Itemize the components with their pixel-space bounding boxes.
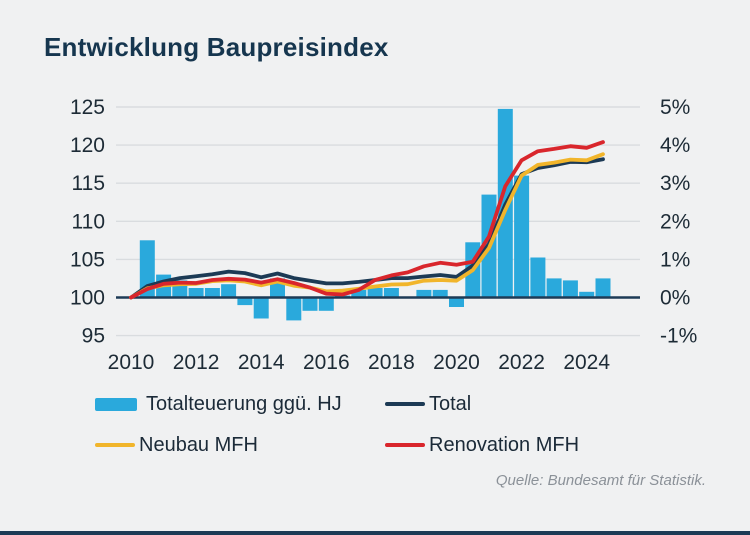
svg-text:2010: 2010 xyxy=(108,351,155,374)
legend-label: Neubau MFH xyxy=(139,433,258,456)
legend-label: Renovation MFH xyxy=(429,433,580,456)
svg-text:4%: 4% xyxy=(660,134,690,157)
line-swatch-icon xyxy=(385,443,425,447)
svg-text:5%: 5% xyxy=(660,96,690,119)
svg-text:115: 115 xyxy=(72,172,105,195)
svg-text:100: 100 xyxy=(70,287,105,310)
bottom-accent-bar xyxy=(0,531,750,535)
svg-text:110: 110 xyxy=(72,210,105,233)
svg-text:-1%: -1% xyxy=(660,325,697,348)
legend-item-neubau-mfh: Neubau MFH xyxy=(95,433,258,457)
svg-text:1%: 1% xyxy=(660,248,690,271)
svg-text:2020: 2020 xyxy=(433,351,480,374)
svg-text:105: 105 xyxy=(70,248,105,271)
legend-item-renovation-mfh: Renovation MFH xyxy=(385,433,579,457)
source-text: Quelle: Bundesamt für Statistik. xyxy=(495,472,706,489)
legend-label: Total xyxy=(429,392,472,415)
legend-label: Totalteuerung ggü. HJ xyxy=(146,392,342,415)
svg-text:2024: 2024 xyxy=(563,351,610,374)
svg-text:2%: 2% xyxy=(660,210,690,233)
legend-item-totalteuerung: Totalteuerung ggü. HJ xyxy=(95,392,342,416)
svg-text:2014: 2014 xyxy=(238,351,285,374)
svg-text:120: 120 xyxy=(70,134,105,157)
svg-text:95: 95 xyxy=(82,325,105,348)
svg-text:3%: 3% xyxy=(660,172,690,195)
line-swatch-icon xyxy=(95,443,135,447)
legend-item-total: Total xyxy=(385,392,471,416)
svg-text:2012: 2012 xyxy=(173,351,220,374)
svg-text:2022: 2022 xyxy=(498,351,545,374)
bar-swatch-icon xyxy=(95,397,137,411)
svg-text:2018: 2018 xyxy=(368,351,415,374)
svg-text:2016: 2016 xyxy=(303,351,350,374)
page-title: Entwicklung Baupreisindex xyxy=(44,32,389,62)
svg-text:0%: 0% xyxy=(660,287,690,310)
line-swatch-icon xyxy=(385,402,425,406)
svg-text:125: 125 xyxy=(70,96,105,119)
